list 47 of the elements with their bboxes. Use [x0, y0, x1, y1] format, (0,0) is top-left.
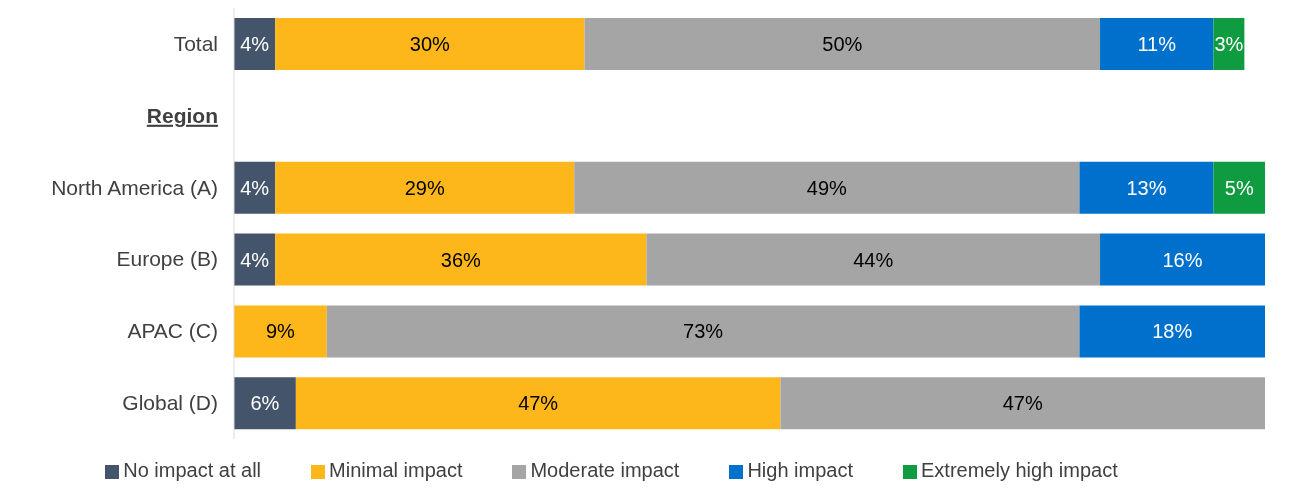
data-label: 30% — [409, 33, 451, 56]
data-label: 4% — [240, 248, 270, 271]
legend-label: No impact at all — [123, 459, 262, 481]
bar — [574, 161, 1080, 214]
data-label: 9% — [265, 320, 296, 343]
data-label: 36% — [440, 248, 482, 271]
bar — [275, 233, 647, 286]
data-label: 44% — [853, 248, 894, 271]
y-tick-label: Total — [173, 31, 218, 55]
bar — [780, 377, 1265, 430]
bar — [234, 305, 327, 358]
legend-label: Minimal impact — [329, 459, 463, 481]
data-label: 3% — [1214, 33, 1244, 56]
bar — [1079, 305, 1265, 358]
data-label: 50% — [822, 33, 863, 56]
legend-label: Moderate impact — [530, 459, 680, 481]
y-tick-label: APAC (C) — [127, 319, 218, 343]
bar — [1100, 18, 1214, 71]
bar — [1213, 161, 1265, 214]
bar — [584, 18, 1101, 71]
data-label: 4% — [240, 33, 270, 56]
bar — [646, 233, 1101, 286]
y-tick-label: Global (D) — [122, 391, 218, 415]
legend-label: Extremely high impact — [921, 459, 1118, 481]
bar — [326, 305, 1080, 358]
data-label: 49% — [806, 176, 848, 199]
data-label: 13% — [1126, 176, 1167, 199]
y-tick-label: Region — [146, 103, 218, 127]
data-label: 5% — [1224, 176, 1254, 199]
bar — [295, 377, 781, 430]
bar — [275, 18, 585, 71]
data-label: 16% — [1162, 248, 1203, 271]
data-label: 18% — [1152, 320, 1193, 343]
data-label: 29% — [404, 176, 445, 199]
y-tick-label: North America (A) — [51, 175, 218, 199]
y-tick-label: Europe (B) — [116, 247, 218, 271]
data-label: 47% — [518, 392, 559, 415]
bar — [275, 161, 575, 214]
data-label: 11% — [1137, 33, 1177, 56]
data-label: 73% — [683, 320, 724, 343]
data-label: 6% — [250, 392, 280, 415]
bar — [1079, 161, 1214, 214]
bar — [1100, 233, 1265, 286]
bar — [234, 377, 296, 430]
legend-label: High impact — [747, 459, 854, 481]
data-label: 4% — [240, 176, 270, 199]
data-label: 47% — [1002, 392, 1043, 415]
